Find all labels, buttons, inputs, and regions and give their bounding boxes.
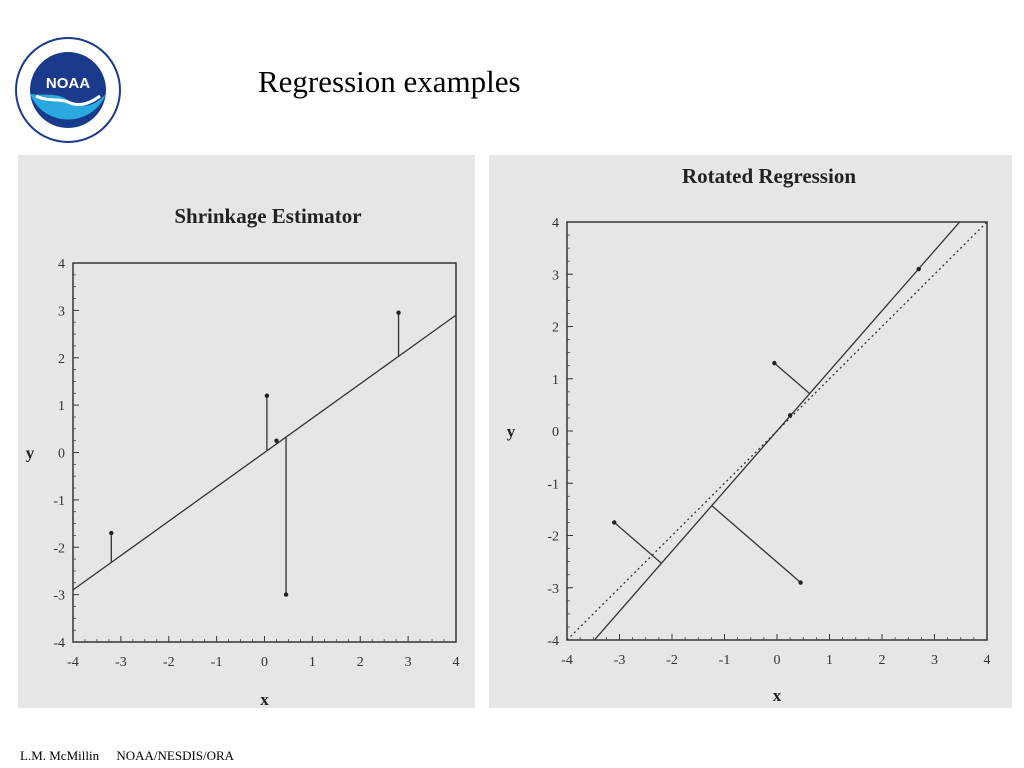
data-point: [798, 580, 803, 585]
x-axis-label: x: [260, 690, 269, 708]
residual-segment: [773, 362, 811, 395]
x-tick-label: -2: [666, 653, 678, 668]
y-tick-label: -3: [53, 589, 65, 604]
residual-segment: [613, 521, 662, 564]
x-tick-label: 3: [405, 655, 412, 670]
chart-rotated-regression: Rotated Regression -4 -3 -2 -1 0 1 2 3 4 -4 -3 -2 -1 0…: [507, 164, 991, 705]
y-tick-label: 3: [552, 268, 559, 283]
plot-area: [73, 310, 456, 597]
chart-title: Shrinkage Estimator: [174, 204, 361, 228]
y-tick-label: 3: [58, 304, 65, 319]
fit-line: [593, 222, 961, 640]
y-tick-label: 4: [58, 257, 65, 272]
x-tick-label: 0: [261, 655, 268, 670]
x-tick-label: 2: [357, 655, 364, 670]
y-axis-label: y: [26, 444, 35, 463]
data-point: [274, 438, 279, 443]
data-point: [772, 360, 777, 366]
x-tick-label: 4: [984, 653, 991, 668]
x-tick-label: -2: [163, 655, 175, 670]
y-tick-label: -3: [547, 582, 559, 597]
x-tick-label: -3: [115, 655, 127, 670]
x-tick-label: -1: [719, 653, 731, 668]
x-axis-label: x: [773, 686, 782, 705]
y-tick-label: -1: [53, 494, 65, 509]
chart-panel-rotated: Rotated Regression -4 -3 -2 -1 0 1 2 3 4 -4 -3 -2 -1 0…: [489, 155, 1012, 708]
x-tick-label: -4: [67, 655, 79, 670]
plot-area: [567, 222, 987, 640]
chart-shrinkage-estimator: Shrinkage Estimator -4 -3 -2 -1 0 1 2 3 4 -4 -3 -2 -1…: [26, 204, 460, 708]
x-tick-label: 2: [879, 653, 886, 668]
slide-title: Regression examples: [258, 64, 521, 99]
y-tick-label: 2: [58, 352, 65, 367]
residual-segment: [711, 505, 802, 584]
y-tick-label: -2: [53, 541, 65, 556]
x-tick-label: -1: [211, 655, 223, 670]
data-point: [787, 413, 793, 418]
y-tick-label: 0: [552, 425, 559, 440]
y-tick-label: 2: [552, 321, 559, 336]
data-point: [109, 530, 114, 536]
y-tick-label: 1: [552, 373, 559, 388]
x-tick-label: 4: [453, 655, 460, 670]
logo-text: NOAA: [46, 75, 90, 92]
y-tick-label: 1: [58, 399, 65, 414]
data-point: [612, 520, 617, 525]
footer-author: L.M. McMillin: [20, 748, 100, 763]
x-tick-label: -4: [561, 653, 573, 668]
chart-title: Rotated Regression: [682, 164, 856, 188]
x-tick-label: 0: [774, 653, 781, 668]
footer-org: NOAA/NESDIS/ORA: [116, 748, 235, 763]
footer: L.M. McMillin NOAA/NESDIS/ORA: [20, 748, 248, 764]
y-tick-label: -4: [53, 636, 65, 651]
x-tick-label: 3: [931, 653, 938, 668]
data-point: [396, 310, 401, 315]
x-tick-label: 1: [309, 655, 316, 670]
y-tick-label: -2: [547, 530, 559, 545]
data-point: [264, 393, 270, 398]
x-tick-label: -3: [614, 653, 626, 668]
y-axis-label: y: [507, 422, 516, 441]
y-tick-label: 0: [58, 447, 65, 462]
data-point: [916, 266, 921, 272]
chart-panel-shrinkage: Shrinkage Estimator -4 -3 -2 -1 0 1 2 3 4 -4 -3 -2 -1…: [18, 155, 475, 708]
fit-line: [73, 314, 456, 591]
noaa-logo: NOAA: [14, 36, 122, 144]
y-tick-label: -1: [547, 477, 559, 492]
x-tick-label: 1: [826, 653, 833, 668]
y-tick-label: -4: [547, 634, 559, 649]
y-tick-label: 4: [552, 216, 559, 231]
data-point: [283, 592, 289, 597]
